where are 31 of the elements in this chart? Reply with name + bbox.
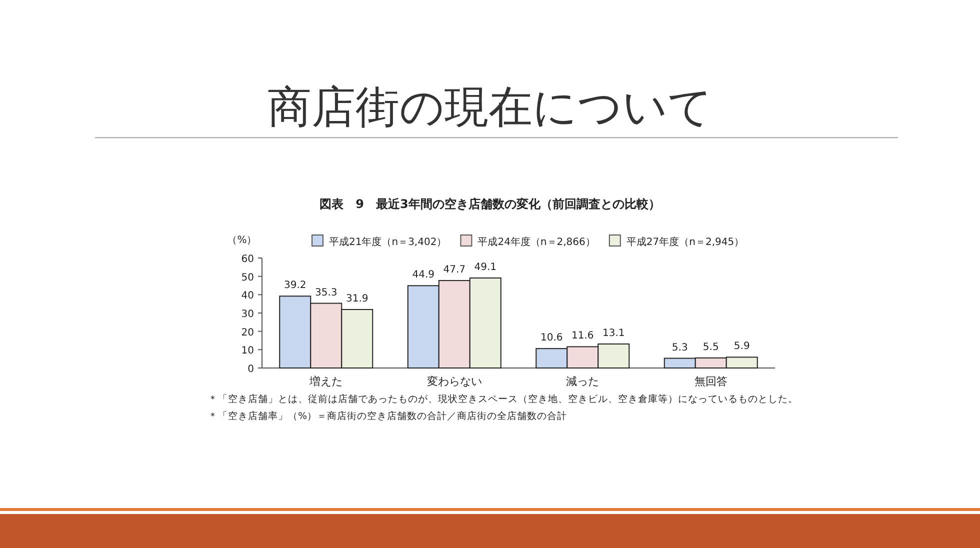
data-label: 35.3 xyxy=(314,287,338,298)
data-label: 39.2 xyxy=(284,280,306,292)
data-label: 5.5 xyxy=(702,342,719,353)
data-label: 10.6 xyxy=(540,332,563,344)
y-axis-title: （%） xyxy=(227,235,257,246)
legend-label: 平成27年度（n＝2,945） xyxy=(626,236,744,248)
x-tick-label: 増えた xyxy=(308,375,343,388)
chart-subtitle: 図表 9 最近3年間の空き店舗数の変化（前回調査との比較） xyxy=(320,197,660,211)
chart-title: 商店街の現在について xyxy=(268,82,712,133)
legend-label: 平成24年度（n＝2,866） xyxy=(478,236,596,248)
text: ＊「空き店舗率」（%）＝商店街の空き店舗数の合計／商店街の全店舗数の合計 xyxy=(208,410,568,422)
data-label: 13.1 xyxy=(602,328,625,339)
y-tick-label: 60 xyxy=(241,254,254,265)
y-tick-label: 50 xyxy=(241,272,254,284)
y-tick-label: 10 xyxy=(241,346,254,357)
y-tick-label: 40 xyxy=(241,290,254,302)
data-label: 31.9 xyxy=(346,294,368,305)
y-tick-label: 30 xyxy=(241,309,254,320)
y-tick-label: 0 xyxy=(248,364,254,375)
x-tick-label: 変わらない xyxy=(426,375,482,388)
x-tick-label: 減った xyxy=(566,375,600,388)
y-tick-label: 20 xyxy=(241,327,254,338)
text: ＊「空き店舗」とは、従前は店舗であったものが、現状空きスペース（空き地、空きビル、空き倉庫等）になっているものとした。 xyxy=(208,393,798,405)
data-label: 49.1 xyxy=(474,262,497,273)
x-tick-label: 無回答 xyxy=(694,375,728,388)
legend-label: 平成21年度（n＝3,402） xyxy=(329,236,447,248)
data-label: 47.7 xyxy=(443,264,466,276)
data-label: 44.9 xyxy=(412,270,435,281)
data-label: 5.3 xyxy=(672,342,688,354)
data-label: 5.9 xyxy=(734,341,750,352)
data-label: 11.6 xyxy=(571,330,594,342)
